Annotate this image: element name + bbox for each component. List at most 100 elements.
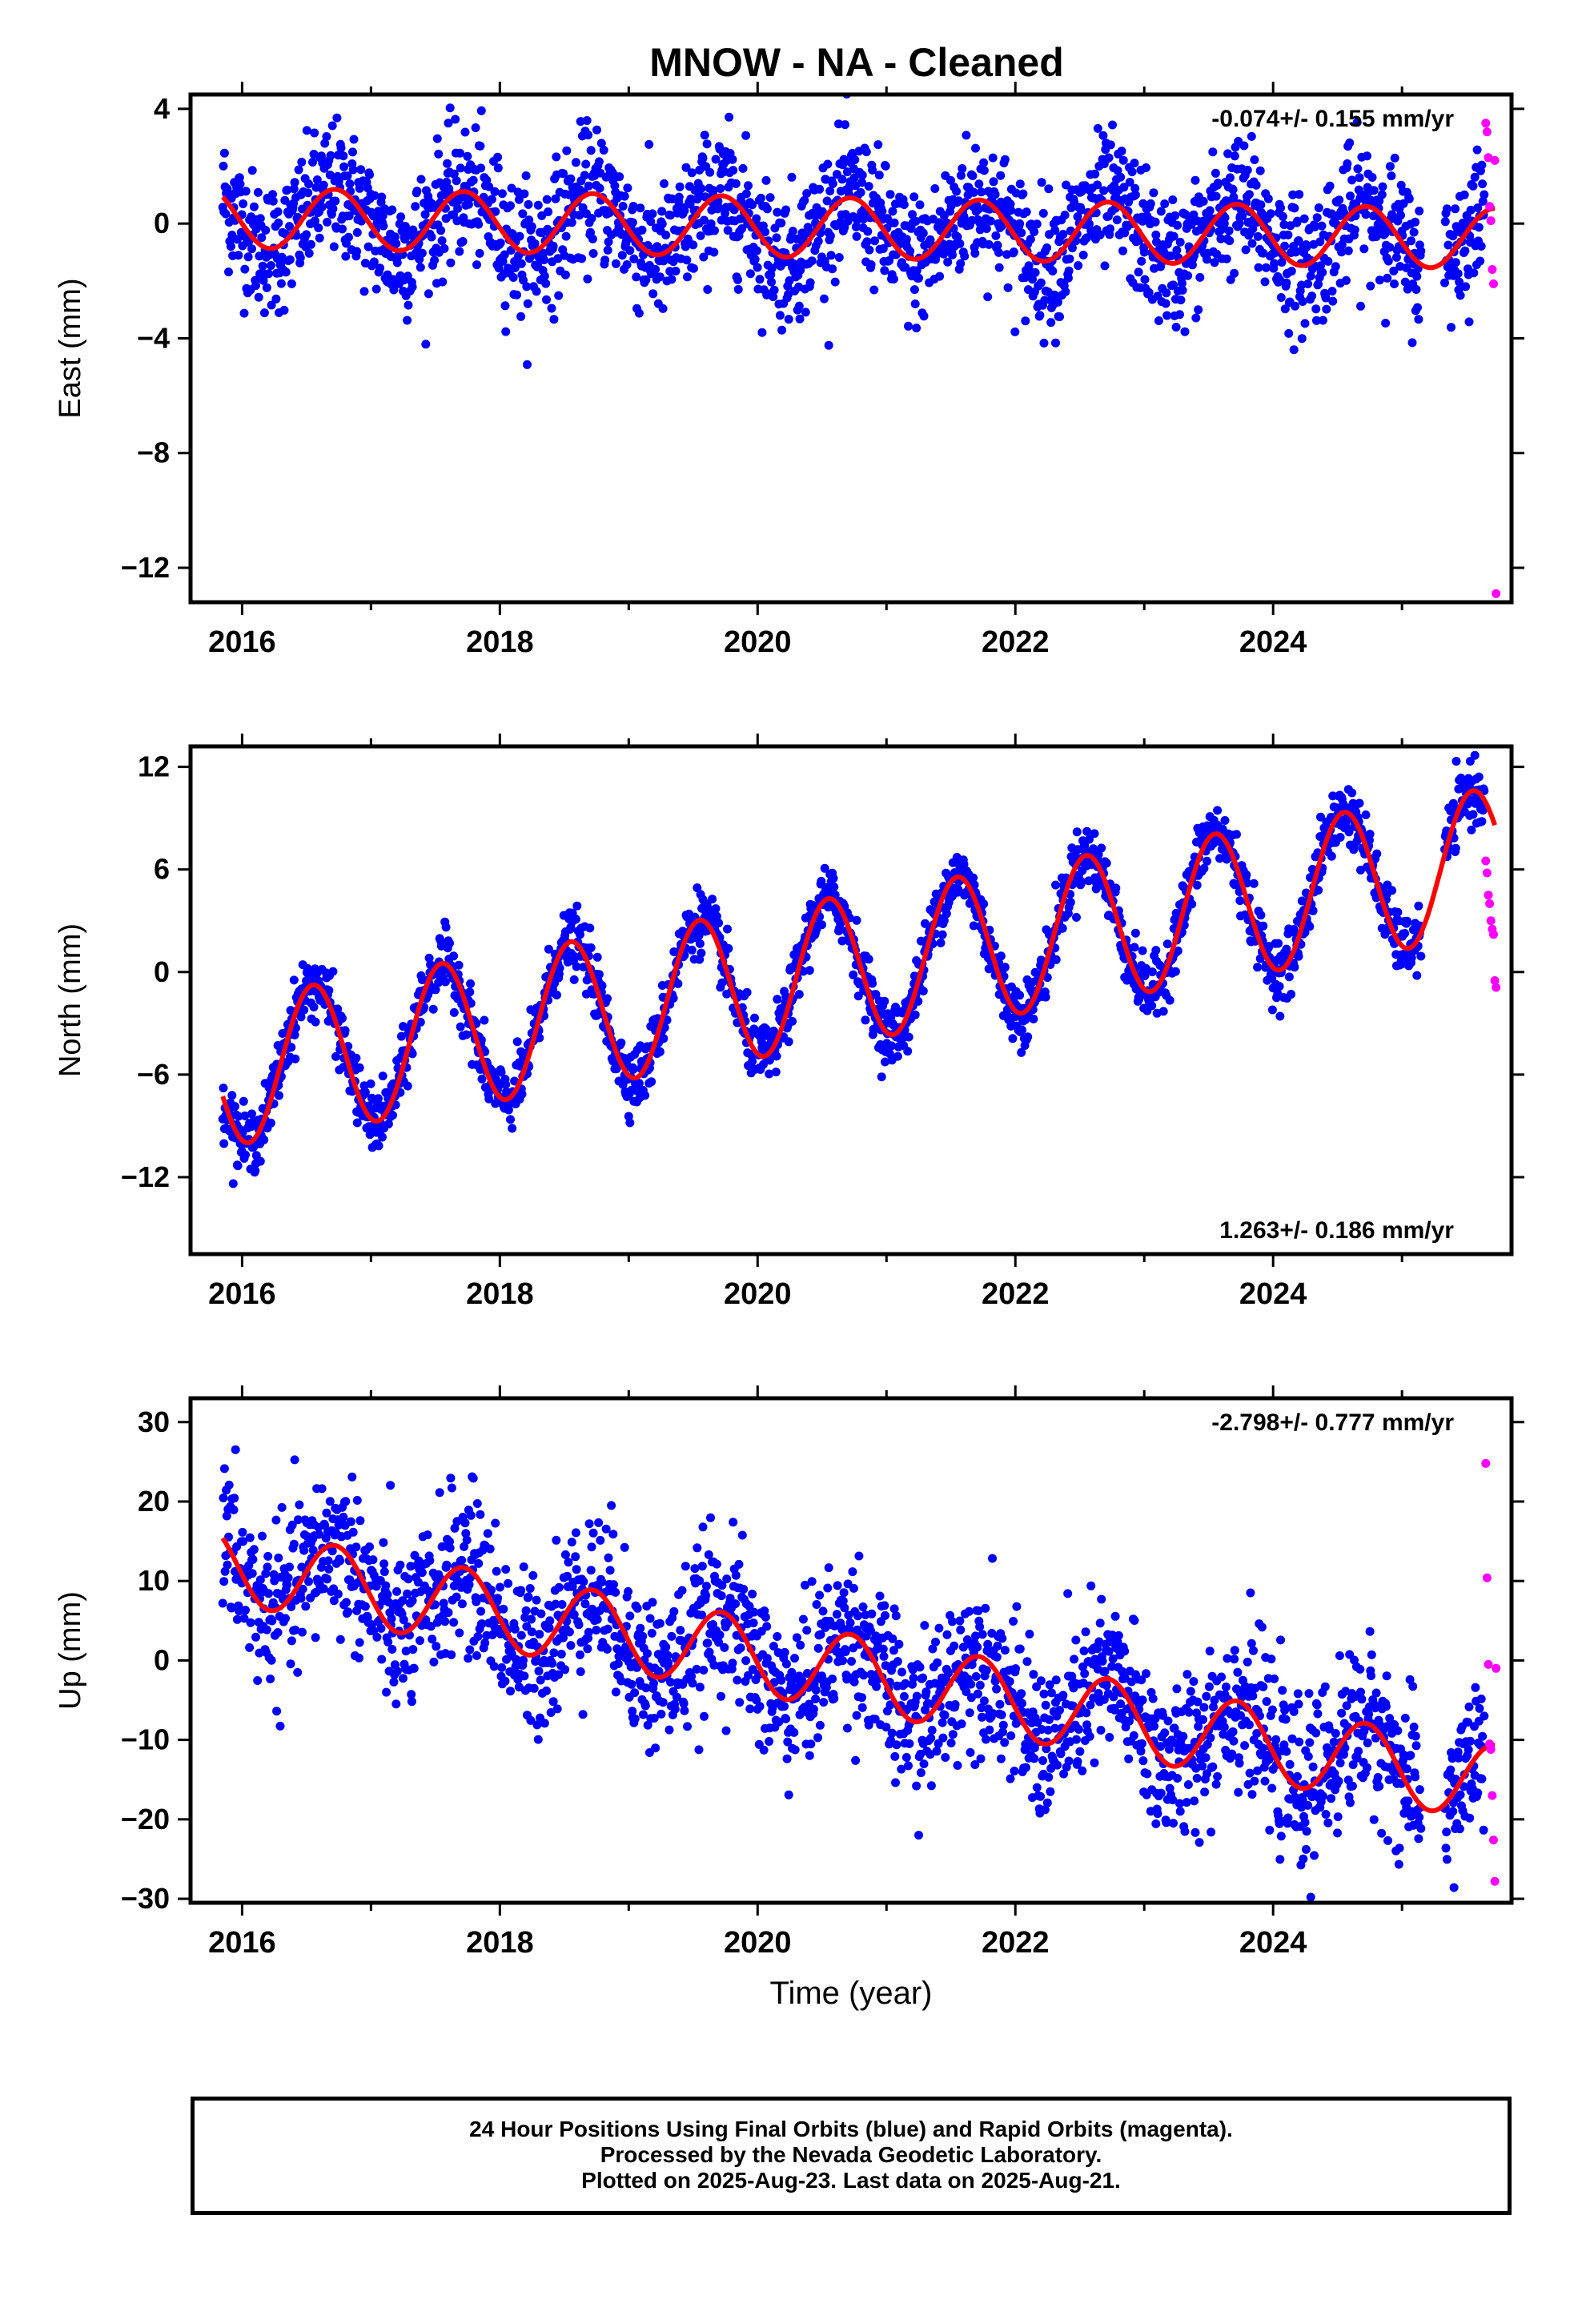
east-final-point: [1042, 243, 1052, 252]
north-final-point: [693, 883, 702, 893]
east-final-point: [1345, 138, 1355, 147]
up-final-point: [529, 1683, 539, 1693]
up-final-point: [472, 1651, 481, 1660]
east-final-point: [974, 204, 983, 214]
east-final-point: [1299, 214, 1309, 223]
north-final-point: [1387, 886, 1397, 895]
east-final-point: [274, 218, 283, 227]
north-rapid-point: [1485, 899, 1495, 908]
up-final-point: [528, 1570, 538, 1580]
east-final-point: [562, 146, 572, 155]
up-final-point: [554, 1670, 564, 1679]
up-final-point: [559, 1633, 568, 1642]
east-final-point: [632, 272, 641, 282]
east-final-point: [264, 269, 273, 279]
up-final-point: [465, 1645, 475, 1655]
east-final-point: [657, 219, 667, 229]
north-final-point: [266, 1118, 275, 1128]
east-final-point: [653, 245, 662, 255]
east-final-point: [700, 215, 709, 225]
east-final-point: [343, 232, 353, 242]
north-final-point: [228, 1179, 238, 1188]
north-final-point: [1162, 939, 1172, 949]
east-final-point: [1256, 200, 1266, 210]
east-final-point: [516, 259, 526, 268]
east-final-point: [1270, 259, 1279, 268]
north-final-point: [1345, 824, 1355, 834]
up-final-point: [235, 1606, 243, 1616]
north-final-point: [1041, 992, 1050, 1002]
east-final-point: [515, 231, 524, 241]
east-final-point: [885, 190, 895, 199]
east-final-point: [1287, 267, 1296, 276]
east-final-point: [1220, 213, 1230, 223]
east-final-point: [701, 192, 710, 202]
up-final-point: [386, 1481, 396, 1490]
east-final-point: [1144, 287, 1154, 297]
east-final-point: [795, 314, 805, 324]
east-final-point: [541, 279, 551, 288]
east-final-point: [889, 275, 898, 283]
up-final-point: [271, 1515, 281, 1525]
north-final-point: [877, 1072, 886, 1082]
east-final-point: [452, 176, 461, 186]
north-final-point: [1097, 843, 1106, 853]
up-final-point: [239, 1614, 249, 1623]
east-final-point: [1130, 159, 1139, 168]
up-final-point: [466, 1510, 476, 1520]
up-final-point: [533, 1735, 543, 1744]
up-final-point: [246, 1618, 255, 1627]
east-final-point: [311, 183, 321, 192]
east-final-point: [956, 259, 966, 268]
east-final-point: [1241, 245, 1251, 255]
up-final-point: [299, 1546, 309, 1555]
up-final-point: [287, 1520, 297, 1530]
east-final-point: [775, 311, 785, 320]
north-final-point: [1452, 757, 1461, 766]
east-final-point: [1050, 226, 1060, 235]
east-final-point: [476, 163, 486, 173]
east-final-point: [1451, 204, 1460, 214]
east-final-point: [524, 215, 534, 225]
east-final-point: [595, 183, 604, 193]
north-final-point: [861, 1015, 870, 1025]
up-final-point: [445, 1543, 455, 1553]
east-final-point: [304, 179, 313, 189]
east-final-point: [255, 214, 265, 223]
north-final-point: [817, 920, 826, 930]
east-final-point: [705, 167, 715, 177]
up-final-point: [387, 1645, 397, 1654]
up-final-point: [572, 1565, 581, 1574]
up-final-point: [304, 1577, 313, 1586]
east-final-point: [449, 169, 459, 179]
east-final-point: [285, 255, 295, 264]
east-final-point: [387, 205, 397, 215]
east-final-point: [912, 324, 921, 333]
east-final-point: [1289, 345, 1299, 355]
east-final-point: [316, 151, 326, 161]
east-final-point: [365, 170, 374, 179]
east-final-point: [825, 187, 835, 195]
east-final-point: [1366, 281, 1375, 291]
north-final-point: [309, 1003, 319, 1011]
east-final-point: [542, 195, 552, 204]
up-final-point: [426, 1622, 436, 1631]
north-final-point: [695, 939, 705, 948]
north-final-point: [1000, 963, 1010, 972]
up-final-point: [519, 1655, 528, 1665]
east-final-point: [869, 285, 879, 295]
east-final-point: [969, 187, 978, 197]
east-ytick-label: −8: [137, 436, 170, 469]
north-final-point: [628, 1064, 638, 1074]
north-final-point: [979, 899, 989, 909]
north-final-point: [1297, 896, 1307, 906]
east-final-point: [472, 260, 481, 270]
north-final-point: [351, 1053, 361, 1063]
east-final-point: [1169, 280, 1178, 290]
east-final-point: [1251, 180, 1261, 190]
east-final-point: [1222, 254, 1231, 263]
east-final-point: [1068, 243, 1077, 253]
east-final-point: [404, 300, 413, 310]
up-final-point: [383, 1590, 392, 1599]
